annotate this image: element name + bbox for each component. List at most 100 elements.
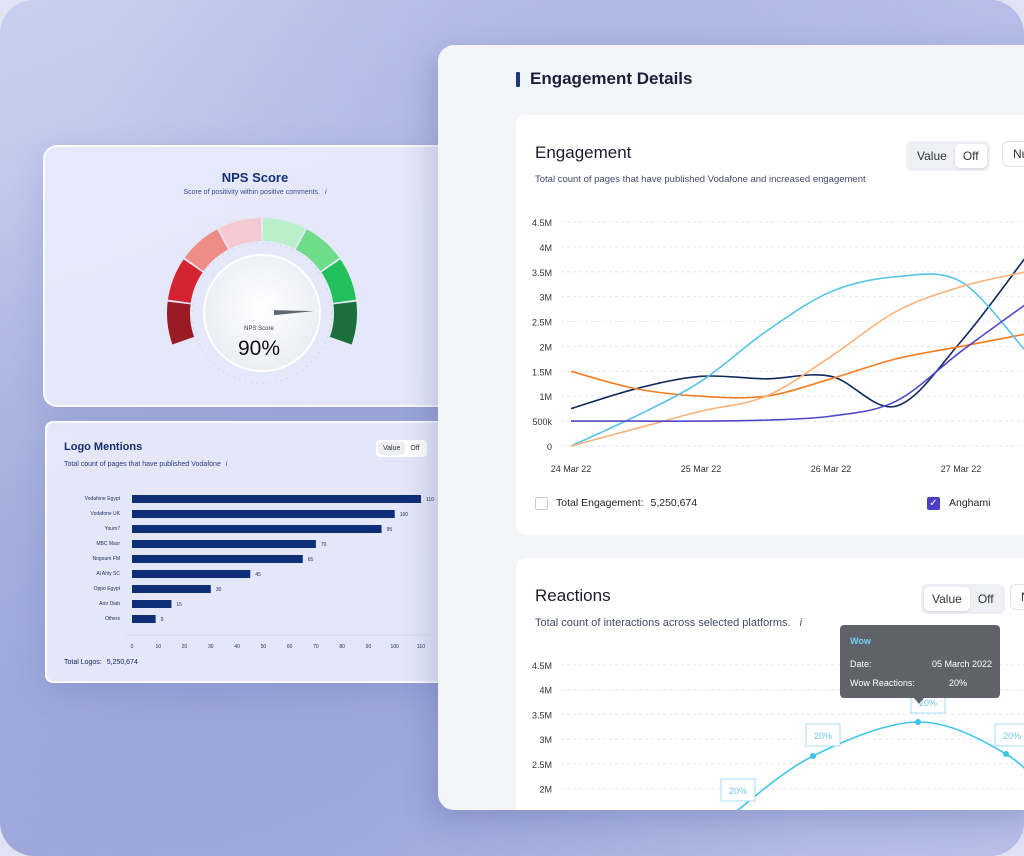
toggle-value-option[interactable]: Value (924, 587, 970, 611)
x-tick-label: 0 (131, 644, 134, 650)
section-accent-bar (516, 72, 520, 87)
x-tick-label: 26 Mar 22 (811, 464, 852, 474)
bar-category-label: Others (105, 616, 121, 622)
x-tick-label: 27 Mar 22 (941, 464, 982, 474)
point-label-box (805, 723, 841, 747)
logo-mentions-title: Logo Mentions (64, 441, 143, 453)
check-icon: ✓ (929, 498, 938, 509)
gauge-segment (321, 259, 357, 303)
engagement-value-toggle[interactable]: Value Off (906, 141, 990, 171)
bar[interactable] (132, 555, 303, 563)
series-line[interactable] (571, 304, 1024, 422)
data-point[interactable] (915, 719, 921, 725)
nps-score-card: NPS Score Score of positivity within pos… (43, 145, 467, 407)
bar[interactable] (132, 615, 156, 623)
bar-category-label: Nogoum FM (92, 556, 120, 562)
nps-subtitle: Score of positivity within positive comm… (183, 189, 327, 196)
toggle-value-option[interactable]: Value (917, 149, 947, 163)
bar-value-label: 110 (426, 497, 434, 503)
series-line[interactable] (570, 333, 1024, 399)
gauge-segment (262, 218, 305, 249)
gauge-needle (273, 310, 314, 316)
data-point[interactable] (810, 753, 816, 759)
wow-series-line[interactable] (734, 721, 1024, 810)
engagement-number-toggle[interactable]: Nu (1002, 141, 1024, 167)
y-tick-label: 4.5M (532, 661, 552, 671)
x-tick-label: 50 (261, 644, 267, 650)
x-tick-label: 70 (313, 644, 319, 650)
nps-gauge: NPS Score 90% (167, 218, 357, 384)
reactions-title: Reactions (535, 586, 611, 605)
bar-value-label: 95 (387, 527, 393, 533)
anghami-checkbox[interactable]: ✓ (927, 497, 940, 510)
bar[interactable] (132, 540, 316, 548)
bar[interactable] (132, 570, 251, 578)
x-tick-label: 60 (287, 644, 293, 650)
y-tick-label: 0 (547, 442, 552, 452)
x-tick-label: 10 (155, 644, 161, 650)
logo-total: Total Logos: 5,250,674 (64, 659, 138, 666)
series-line[interactable] (570, 273, 1024, 447)
gauge-label: NPS Score (244, 326, 274, 332)
reactions-value-toggle[interactable]: Value Off (921, 584, 1005, 614)
x-tick-label: 80 (339, 644, 345, 650)
x-tick-label: 20 (182, 644, 188, 650)
bar[interactable] (132, 525, 382, 533)
bar-category-label: Al Ahly SC (96, 571, 120, 577)
toggle-off-option[interactable]: Off (410, 445, 420, 452)
bar-value-label: 45 (255, 572, 261, 578)
point-label: 20% (1003, 731, 1021, 741)
data-point[interactable] (1003, 751, 1009, 757)
point-label-box (994, 723, 1024, 747)
bar[interactable] (132, 495, 421, 503)
engagement-card: Engagement Total count of pages that hav… (516, 115, 1024, 535)
logo-mentions-card: Logo Mentions Total count of pages that … (45, 421, 459, 683)
toggle-off-option[interactable]: Off (977, 592, 994, 606)
gauge-segment (329, 301, 357, 345)
reactions-subtitle: Total count of interactions across selec… (535, 617, 803, 629)
bar-category-label: Youm7 (105, 526, 121, 532)
tooltip-metric-label: Wow Reactions: (850, 678, 915, 688)
point-label: 20% (729, 786, 747, 796)
tooltip-title: Wow (850, 636, 871, 646)
y-tick-label: 2.5M (532, 760, 552, 770)
bar-category-label: Vodafone Egypt (85, 496, 121, 502)
bar-value-label: 65 (308, 557, 314, 563)
logo-value-toggle[interactable]: Value Off (376, 440, 427, 457)
info-icon[interactable]: i (799, 617, 803, 629)
x-tick-label: 40 (234, 644, 240, 650)
bar-value-label: 30 (216, 587, 222, 593)
gauge-segment (184, 229, 229, 272)
series-line[interactable] (570, 271, 1024, 447)
gauge-segment (167, 301, 195, 345)
x-tick-label: 24 Mar 22 (551, 464, 592, 474)
y-tick-label: 2M (539, 342, 552, 352)
gauge-dial (203, 254, 321, 372)
toggle-value-option[interactable]: Value (378, 442, 406, 455)
needle-shape (273, 310, 314, 316)
info-icon[interactable]: i (324, 189, 327, 196)
bar[interactable] (132, 600, 172, 608)
y-tick-label: 3M (539, 293, 552, 303)
total-engagement-label: Total Engagement: (556, 497, 644, 509)
bar[interactable] (132, 585, 211, 593)
y-tick-label: 500k (532, 417, 552, 427)
toggle-off-option[interactable]: Off (954, 144, 987, 168)
bar[interactable] (132, 510, 395, 518)
tooltip-date-value: 05 March 2022 (931, 659, 992, 669)
y-tick-label: 1M (539, 392, 552, 402)
bar-value-label: 100 (400, 512, 409, 518)
bar-value-label: 15 (176, 602, 182, 608)
logo-mentions-subtitle: Total count of pages that have published… (64, 461, 228, 468)
info-icon[interactable]: i (225, 461, 228, 468)
bar-category-label: Amr Diab (99, 601, 120, 607)
y-tick-label: 2.5M (532, 318, 552, 328)
bar-value-label: 9 (161, 617, 164, 623)
legend-anghami[interactable]: Anghami (949, 497, 991, 509)
wow-tooltip: Wow Date: 05 March 2022 Wow Reactions: 2… (840, 625, 1000, 704)
gauge-value: 90% (238, 337, 280, 360)
reactions-number-toggle[interactable]: N (1010, 584, 1024, 610)
series-line[interactable] (570, 257, 1024, 410)
total-engagement-checkbox[interactable] (535, 497, 548, 510)
